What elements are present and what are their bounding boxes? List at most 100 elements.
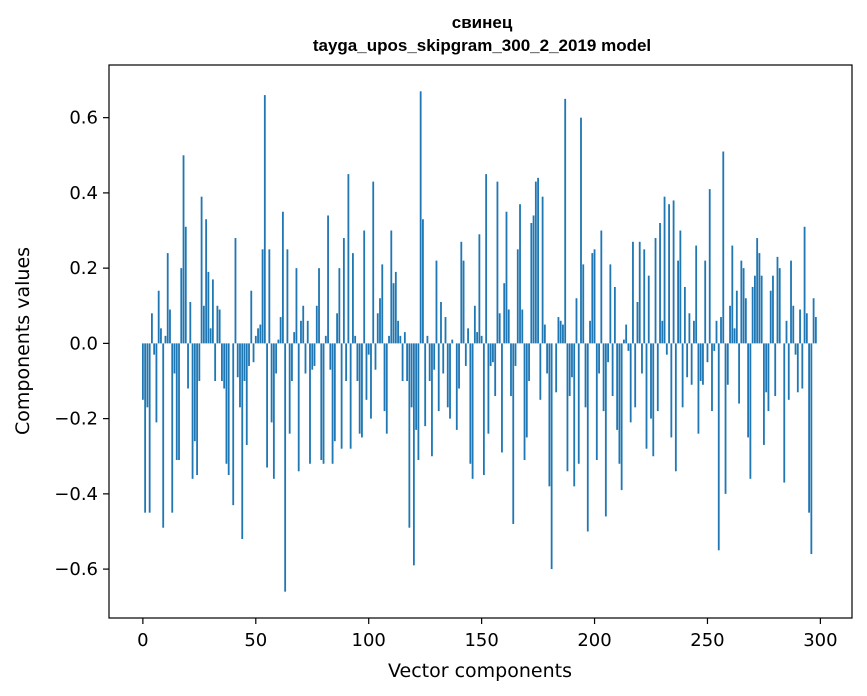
- bar-11: [166, 253, 169, 344]
- plot-frame: [108, 64, 853, 619]
- bar-176: [539, 343, 542, 400]
- bar-257: [722, 151, 725, 344]
- bar-156: [494, 343, 497, 397]
- bar-253: [713, 343, 716, 351]
- y-axis-ticks: −0.6 −0.4 −0.2 0.0 0.2 0.4 0.6: [54, 108, 109, 580]
- bar-165: [514, 343, 517, 366]
- bar-209: [613, 286, 616, 344]
- bar-193: [577, 343, 580, 464]
- bar-244: [693, 320, 695, 344]
- bar-21: [189, 302, 192, 344]
- bar-246: [697, 343, 700, 434]
- bar-189: [568, 343, 571, 397]
- bar-2: [146, 343, 149, 408]
- chart-title: свинец: [452, 13, 513, 32]
- bar-262: [733, 328, 736, 344]
- bar-212: [620, 343, 623, 491]
- bar-127: [428, 343, 431, 381]
- bar-142: [462, 260, 465, 344]
- bar-133: [442, 343, 445, 374]
- bar-0: [141, 343, 144, 400]
- bar-88: [340, 343, 343, 449]
- bar-241: [686, 343, 689, 378]
- bar-160: [503, 283, 506, 344]
- bar-216: [629, 343, 632, 423]
- bar-117: [406, 343, 409, 381]
- bar-261: [731, 245, 734, 344]
- bar-102: [372, 181, 375, 344]
- bar-111: [392, 283, 395, 344]
- bar-110: [390, 230, 393, 344]
- bar-157: [496, 181, 499, 344]
- bar-119: [410, 343, 413, 408]
- bar-80: [322, 343, 325, 464]
- bar-179: [546, 343, 549, 374]
- bar-188: [566, 343, 569, 472]
- bar-162: [507, 309, 510, 344]
- bar-202: [598, 343, 600, 374]
- bar-107: [383, 343, 386, 412]
- bar-181: [550, 343, 553, 570]
- bar-223: [645, 343, 648, 449]
- bar-120: [412, 343, 415, 566]
- bar-65: [288, 343, 291, 434]
- bar-238: [679, 230, 682, 344]
- bar-282: [778, 268, 781, 344]
- bar-297: [812, 298, 815, 344]
- bar-31: [211, 279, 214, 344]
- bar-163: [510, 343, 512, 397]
- bar-113: [397, 320, 399, 344]
- bar-263: [735, 290, 738, 344]
- bar-81: [324, 335, 327, 344]
- bar-108: [385, 343, 388, 434]
- bar-158: [498, 313, 501, 344]
- bar-220: [638, 241, 641, 344]
- x-tick-label: 200: [577, 630, 611, 651]
- bar-46: [245, 343, 248, 445]
- x-tick-label: 300: [803, 630, 837, 651]
- bar-240: [683, 286, 686, 344]
- x-tick-label: 0: [137, 630, 148, 651]
- bar-144: [467, 328, 469, 344]
- bar-5: [153, 343, 156, 355]
- bar-122: [417, 343, 420, 460]
- bar-295: [808, 343, 810, 513]
- bar-286: [787, 343, 790, 400]
- bar-136: [449, 343, 451, 419]
- bar-14: [173, 343, 176, 374]
- bar-203: [600, 230, 603, 344]
- bar-187: [564, 98, 567, 344]
- bar-57: [270, 343, 273, 423]
- bar-83: [329, 343, 332, 370]
- bar-237: [677, 260, 680, 344]
- bar-172: [530, 223, 533, 344]
- bar-195: [582, 264, 585, 344]
- bar-7: [157, 290, 160, 344]
- bar-166: [516, 249, 519, 344]
- bar-190: [571, 343, 573, 378]
- y-tick-label: −0.6: [54, 559, 98, 580]
- bar-60: [277, 339, 280, 344]
- bar-12: [169, 309, 171, 344]
- bar-75: [311, 343, 314, 370]
- bar-218: [634, 343, 637, 408]
- bar-19: [184, 226, 187, 344]
- bar-17: [180, 268, 183, 344]
- bar-184: [557, 317, 560, 344]
- bar-236: [674, 343, 677, 472]
- bar-73: [306, 320, 309, 344]
- bar-23: [193, 343, 196, 442]
- bar-199: [591, 253, 594, 344]
- x-tick-label: 150: [464, 630, 498, 651]
- bar-1: [144, 343, 147, 513]
- bar-74: [309, 343, 311, 464]
- bar-64: [286, 249, 289, 344]
- bar-147: [473, 305, 476, 344]
- bar-148: [476, 332, 479, 344]
- bar-260: [729, 305, 731, 344]
- bar-274: [760, 275, 763, 344]
- bar-59: [275, 343, 278, 374]
- bar-219: [636, 302, 639, 344]
- bar-137: [451, 339, 454, 344]
- bar-112: [394, 271, 397, 344]
